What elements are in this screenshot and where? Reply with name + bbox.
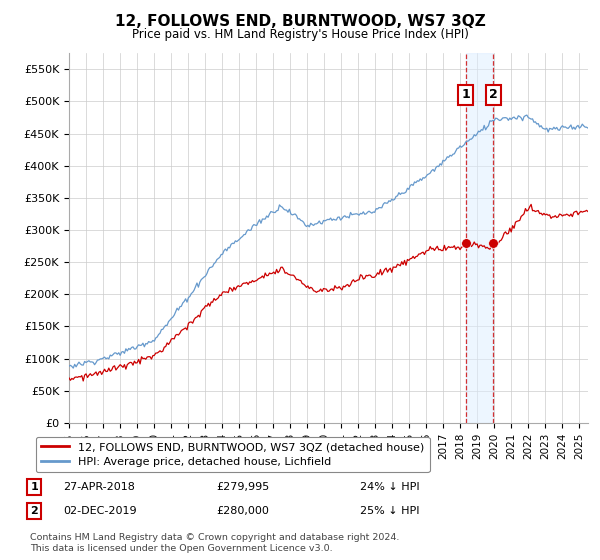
Text: 02-DEC-2019: 02-DEC-2019 — [63, 506, 137, 516]
Text: £279,995: £279,995 — [216, 482, 269, 492]
Text: 27-APR-2018: 27-APR-2018 — [63, 482, 135, 492]
Text: Price paid vs. HM Land Registry's House Price Index (HPI): Price paid vs. HM Land Registry's House … — [131, 28, 469, 41]
Text: 25% ↓ HPI: 25% ↓ HPI — [360, 506, 419, 516]
Text: 24% ↓ HPI: 24% ↓ HPI — [360, 482, 419, 492]
Text: £280,000: £280,000 — [216, 506, 269, 516]
Text: 1: 1 — [461, 88, 470, 101]
Bar — [466, 53, 493, 423]
Legend: 12, FOLLOWS END, BURNTWOOD, WS7 3QZ (detached house), HPI: Average price, detach: 12, FOLLOWS END, BURNTWOOD, WS7 3QZ (det… — [35, 437, 430, 472]
Text: 2: 2 — [488, 88, 497, 101]
Text: 2: 2 — [31, 506, 38, 516]
Text: 1: 1 — [31, 482, 38, 492]
Text: Contains HM Land Registry data © Crown copyright and database right 2024.
This d: Contains HM Land Registry data © Crown c… — [30, 533, 400, 553]
Text: 12, FOLLOWS END, BURNTWOOD, WS7 3QZ: 12, FOLLOWS END, BURNTWOOD, WS7 3QZ — [115, 14, 485, 29]
